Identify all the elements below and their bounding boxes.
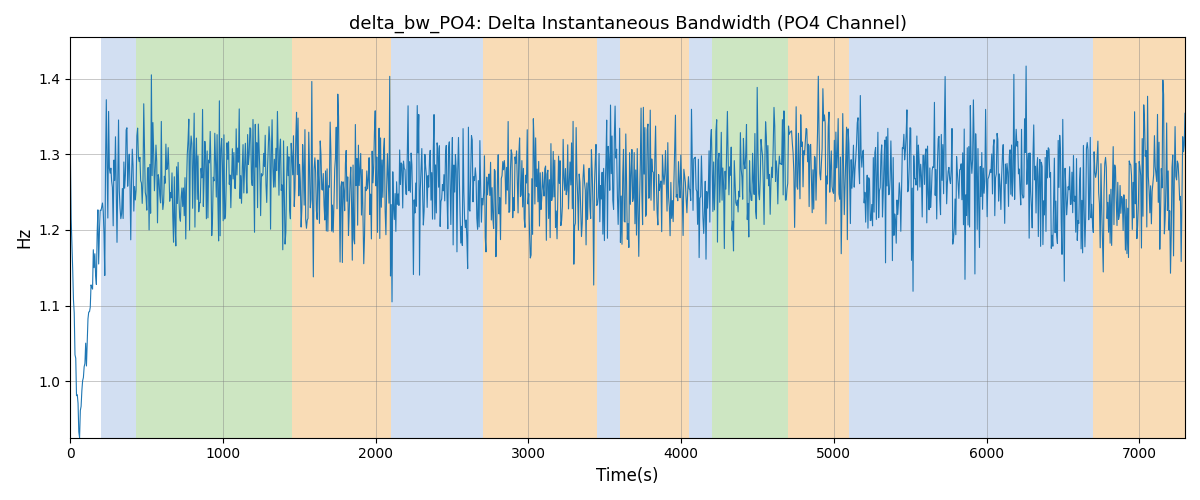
Bar [788,38,850,438]
Bar [850,38,1032,438]
Title: delta_bw_PO4: Delta Instantaneous Bandwidth (PO4 Channel): delta_bw_PO4: Delta Instantaneous Bandwi… [349,15,907,34]
Bar [1032,38,1093,438]
Bar [482,38,598,438]
Bar [689,38,712,438]
Bar [598,38,620,438]
Y-axis label: Hz: Hz [14,227,32,248]
Bar [712,38,788,438]
Bar [1093,38,1184,438]
Bar [101,38,136,438]
Bar [292,38,391,438]
Bar [391,38,482,438]
Bar [620,38,689,438]
Bar [136,38,292,438]
X-axis label: Time(s): Time(s) [596,467,659,485]
